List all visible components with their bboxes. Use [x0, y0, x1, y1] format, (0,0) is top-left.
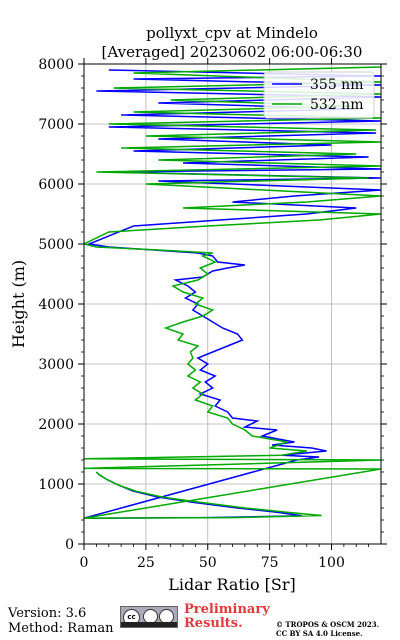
- gridlines: [83, 63, 381, 545]
- copyright-text: © TROPOS & OSCM 2023. CC BY SA 4.0 Licen…: [276, 620, 400, 638]
- legend: 355 nm 532 nm: [263, 71, 375, 119]
- series-lines: [84, 66, 381, 519]
- x-tick-label: 0: [80, 555, 89, 571]
- badge-strip: [121, 622, 177, 627]
- x-tick-label: 25: [137, 555, 155, 571]
- y-tick-label: 7000: [38, 117, 74, 133]
- y-tick-label: 8000: [38, 57, 74, 73]
- method-text: Method: Raman: [8, 621, 114, 636]
- x-tick-label: 50: [199, 555, 217, 571]
- version-text: Version: 3.6: [8, 606, 87, 621]
- copyright-line-1: © TROPOS & OSCM 2023.: [276, 620, 380, 629]
- series-line-355-nm: [84, 69, 381, 519]
- cc-icon: cc: [123, 609, 140, 626]
- legend-label-532: 532 nm: [310, 97, 363, 113]
- y-tick-label: 1000: [38, 477, 74, 493]
- y-tick-label: 4000: [38, 297, 74, 313]
- x-axis-label: Lidar Ratio [Sr]: [168, 575, 296, 594]
- y-axis-label: Height (m): [9, 260, 28, 348]
- y-tick-label: 2000: [38, 417, 74, 433]
- legend-label-355: 355 nm: [310, 77, 363, 93]
- copyright-line-2: CC BY SA 4.0 License.: [276, 629, 363, 638]
- y-tick-label: 6000: [38, 177, 74, 193]
- preliminary-results-text: Preliminary Results.: [184, 602, 270, 631]
- chart-title: pollyxt_cpv at Mindelo: [146, 24, 318, 42]
- cc-license-badge: cc: [120, 606, 178, 628]
- tick-labels: 0 25 50 75 100010002000300040005000600070008…: [38, 57, 345, 571]
- y-tick-label: 3000: [38, 357, 74, 373]
- ticks: [78, 58, 387, 550]
- x-tick-label: 75: [261, 555, 279, 571]
- y-tick-label: 0: [65, 537, 74, 553]
- y-tick-label: 5000: [38, 237, 74, 253]
- series-line-532-nm: [84, 66, 381, 519]
- x-tick-label: 100: [318, 555, 345, 571]
- chart-subtitle: [Averaged] 20230602 06:00-06:30: [102, 43, 363, 61]
